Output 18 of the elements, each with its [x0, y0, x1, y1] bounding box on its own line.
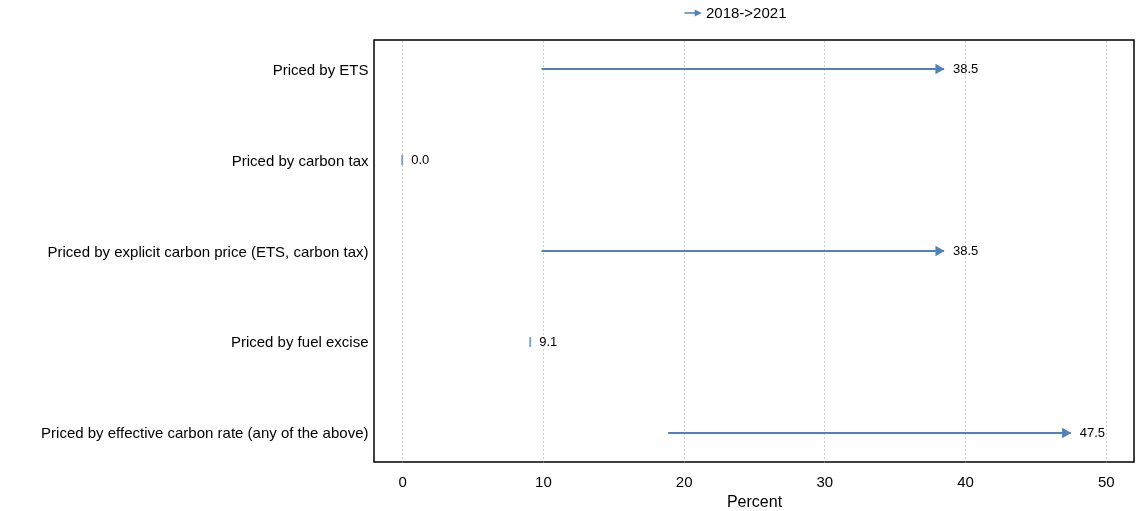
x-tick-label: 0: [398, 472, 407, 490]
x-tick-label: 30: [816, 472, 834, 490]
data-label: 9.1: [539, 333, 558, 349]
y-tick-label: Priced by carbon tax: [231, 151, 369, 169]
x-tick-label: 40: [957, 472, 974, 490]
y-tick-label: Priced by effective carbon rate (any of the above): [41, 424, 369, 442]
data-label: 0.0: [411, 152, 430, 168]
data-label: 47.5: [1079, 424, 1105, 440]
x-tick-label: 20: [675, 472, 693, 490]
legend-label: 2018->2021: [706, 4, 787, 21]
y-tick-label: Priced by fuel excise: [230, 333, 369, 351]
x-tick-label: 10: [535, 472, 552, 490]
data-label: 38.5: [953, 61, 979, 77]
y-tick-label: Priced by explicit carbon price (ETS, carbon tax): [47, 242, 369, 260]
y-tick-label: Priced by ETS: [272, 60, 369, 78]
x-axis-title: Percent: [726, 492, 783, 510]
data-label: 38.5: [953, 243, 979, 258]
x-tick-label: 50: [1098, 472, 1115, 490]
